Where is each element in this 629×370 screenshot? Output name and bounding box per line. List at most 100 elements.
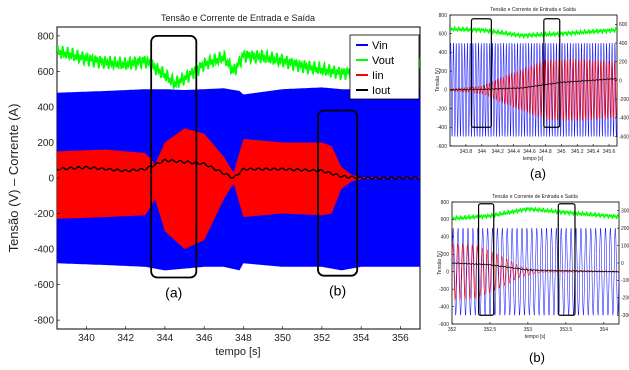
x-tick-label-a-344-2: 344.2 <box>491 149 504 155</box>
y-tick-label-main-200: 200 <box>37 138 54 149</box>
legend-label-vin: Vin <box>372 40 388 52</box>
panel-b-x-axis-label: tempo [s] <box>525 334 546 340</box>
y-tick-label-a-400: -400 <box>437 125 447 131</box>
annotation-label-a: (a) <box>165 284 182 300</box>
main-annotation-boxes: (a) (b) <box>150 34 359 300</box>
x-tick-label-a-345-4: 345.4 <box>587 149 600 155</box>
y2-tick-label-a-200: -200 <box>619 97 629 103</box>
y-tick-label-a-600: -600 <box>437 144 447 150</box>
panel-b-series-group <box>452 206 619 317</box>
y2-tick-label-a-400: -400 <box>619 116 629 122</box>
y-tick-label-b-200: 200 <box>441 252 450 258</box>
y2-tick-label-a-600: -600 <box>619 134 629 140</box>
panel-a-x-axis-label: tempo [s] <box>523 156 544 162</box>
x-tick-label-a-345-2: 345.2 <box>571 149 584 155</box>
panel-b-y2-ticks: -300 -200 -100 0 100 200 300 <box>617 208 629 319</box>
panel-a-y-ticks: -600 -400 -200 0 200 400 600 800 <box>437 13 452 150</box>
x-tick-label-main-348: 348 <box>235 333 252 344</box>
x-tick-label-b-353-5: 353.5 <box>560 327 573 333</box>
y-tick-label-main-400: 400 <box>37 102 54 113</box>
y2-tick-label-a-0: 0 <box>619 78 622 84</box>
y-tick-label-main-600: -600 <box>34 280 54 291</box>
panel-b-y-axis-label: Tensão [V] <box>437 251 443 275</box>
y-tick-label-b-600: -600 <box>439 322 449 328</box>
annotation-box-b-1 <box>557 203 576 316</box>
x-tick-label-a-344-4: 344.4 <box>507 149 520 155</box>
panel-b-y-ticks: -600 -400 -200 0 200 400 600 800 <box>439 200 454 328</box>
series-iout-main <box>57 158 420 180</box>
y2-tick-label-b-200: -200 <box>621 296 629 302</box>
main-panel: (a) (b) 340 342 344 346 348 350 352 354 356 -800-… <box>6 13 421 358</box>
x-tick-label-a-344-6: 344.6 <box>523 149 536 155</box>
x-tick-label-main-350: 350 <box>274 333 291 344</box>
y-tick-label-main-0: 0 <box>48 174 54 185</box>
x-tick-label-main-346: 346 <box>196 333 213 344</box>
annotation-box-b-0 <box>477 203 495 316</box>
series-iin-main <box>57 128 420 249</box>
y-tick-label-b-0: 0 <box>446 269 449 275</box>
panel-a-title: Tensão e Corrente de Entrada e Saída <box>490 7 576 13</box>
y-tick-label-main-600: 600 <box>37 67 54 78</box>
series-iin-a <box>450 58 617 122</box>
x-tick-label-a-344: 344 <box>478 149 487 155</box>
y2-tick-label-b-100: 100 <box>621 243 629 249</box>
panel-a-caption: (a) <box>530 166 546 181</box>
x-tick-label-main-340: 340 <box>78 333 95 344</box>
y2-tick-label-b-200: 200 <box>621 226 629 232</box>
y2-tick-label-b-300: 300 <box>621 208 629 214</box>
annotation-box-main-1 <box>317 109 359 277</box>
y-tick-label-b-800: 800 <box>441 200 450 206</box>
x-tick-label-b-352-5: 352.5 <box>484 327 497 333</box>
panel-a-y-axis-label: Tensão [V] <box>435 68 441 92</box>
x-tick-label-b-354: 354 <box>600 327 609 333</box>
y-tick-label-main-800: 800 <box>37 31 54 42</box>
x-tick-label-main-344: 344 <box>157 333 174 344</box>
main-x-ticks: 340 342 344 346 348 350 352 354 356 <box>78 326 409 344</box>
series-iout-b <box>452 262 619 273</box>
y2-tick-label-b-300: -300 <box>621 313 629 319</box>
x-tick-label-main-352: 352 <box>314 333 331 344</box>
y-tick-label-a-400: 400 <box>439 50 448 56</box>
annotation-box-main-0 <box>150 34 198 279</box>
y-tick-label-main-200: -200 <box>34 209 54 220</box>
y-tick-label-b-400: -400 <box>439 304 449 310</box>
y-tick-label-b-400: 400 <box>441 235 450 241</box>
x-tick-label-a-345: 345 <box>557 149 566 155</box>
y2-tick-label-a-600: 600 <box>619 22 628 28</box>
panel-a-y2-ticks: -600 -400 -200 0 200 400 600 <box>615 22 629 140</box>
annotation-box-a-1 <box>543 18 561 128</box>
main-legend: Vin Vout Iin Iout <box>349 34 420 100</box>
y2-tick-label-b-0: 0 <box>621 261 624 267</box>
x-tick-label-a-344-8: 344.8 <box>539 149 552 155</box>
y2-tick-label-a-400: 400 <box>619 41 628 47</box>
panel-a-annotation-boxes <box>470 18 561 128</box>
y2-tick-label-a-200: 200 <box>619 60 628 66</box>
panel-a-x-ticks: 343.8 344 344.2 344.4 344.6 344.8 345 345.2 345.… <box>460 144 616 155</box>
legend-label-vout: Vout <box>372 55 394 67</box>
main-y-axis-label: Tensão (V) – Corrente (A) <box>6 104 21 253</box>
y-tick-label-a-200: 200 <box>439 69 448 75</box>
main-x-axis-label: tempo [s] <box>215 346 260 358</box>
legend-label-iin: Iin <box>372 70 384 82</box>
y-tick-label-main-800: -800 <box>34 316 54 327</box>
y-tick-label-a-600: 600 <box>439 31 448 37</box>
panel-a: 343.8 344 344.2 344.4 344.6 344.8 345 345.2 345.… <box>435 7 629 181</box>
x-tick-label-a-343-8: 343.8 <box>460 149 473 155</box>
x-tick-label-b-353: 353 <box>524 327 533 333</box>
panel-a-series-group <box>450 25 617 137</box>
y-tick-label-b-200: -200 <box>439 287 449 293</box>
legend-label-iout: Iout <box>372 85 390 97</box>
y-tick-label-a-800: 800 <box>439 13 448 19</box>
series-vout-b <box>452 206 619 221</box>
x-tick-label-main-354: 354 <box>353 333 370 344</box>
x-tick-label-b-352: 352 <box>448 327 457 333</box>
series-iout-a <box>450 78 617 91</box>
panel-b-x-ticks: 352 352.5 353 353.5 354 <box>448 322 608 333</box>
main-series-group <box>57 45 420 271</box>
x-tick-label-main-356: 356 <box>392 333 409 344</box>
y-tick-label-b-600: 600 <box>441 217 450 223</box>
main-title: Tensão e Corrente de Entrada e Saída <box>161 13 315 23</box>
panel-b: 352 352.5 353 353.5 354 -600 -400 -200 0 200 400 6… <box>437 194 629 365</box>
panel-b-caption: (b) <box>529 350 545 365</box>
